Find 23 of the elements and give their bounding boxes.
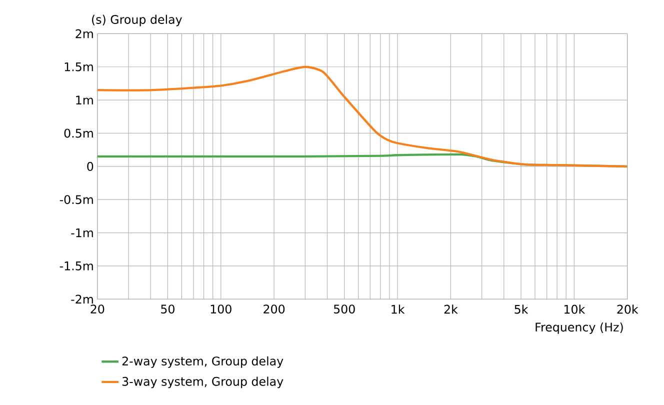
- x-tick-label: 20k: [617, 304, 638, 314]
- chart-title: (s) Group delay: [92, 14, 182, 26]
- x-tick-label: 1k: [392, 304, 405, 314]
- x-tick-label: 2k: [444, 304, 458, 314]
- legend-label: 3-way system, Group delay: [122, 376, 284, 388]
- x-tick-label: 20: [90, 304, 104, 314]
- y-tick-label: 1m: [76, 96, 93, 104]
- y-tick-label: 0.5m: [64, 128, 93, 138]
- x-tick-label: 10k: [564, 304, 586, 314]
- y-tick-label: -0.5m: [60, 195, 93, 204]
- y-tick-label: 2m: [76, 29, 93, 38]
- x-tick-label: 100: [210, 304, 232, 314]
- x-tick-label: 200: [264, 304, 285, 314]
- y-tick-label: 0: [87, 162, 94, 171]
- x-tick-label: 50: [161, 304, 174, 314]
- x-tick-label: 5k: [514, 304, 528, 314]
- y-tick-label: -1.5m: [60, 261, 93, 270]
- y-tick-label: -2m: [71, 294, 93, 304]
- x-tick-label: 500: [334, 304, 355, 314]
- x-axis-title: Frequency (Hz): [536, 322, 623, 334]
- y-tick-label: -1m: [71, 228, 93, 238]
- y-tick-label: 1.5m: [64, 62, 93, 72]
- legend-label: 2-way system, Group delay: [122, 356, 284, 368]
